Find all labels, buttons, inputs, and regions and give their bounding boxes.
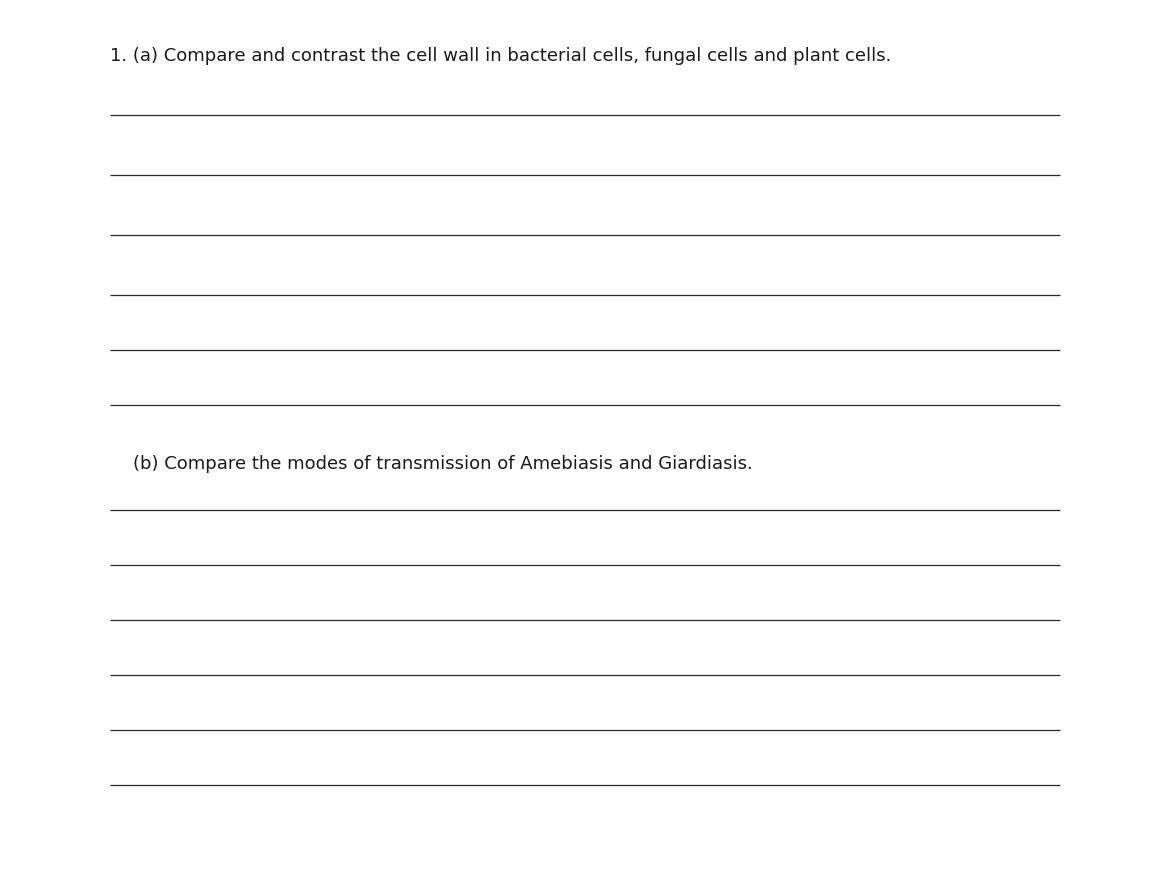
- Text: (b) Compare the modes of transmission of Amebiasis and Giardiasis.: (b) Compare the modes of transmission of…: [110, 455, 752, 473]
- Text: 1. (a) Compare and contrast the cell wall in bacterial cells, fungal cells and p: 1. (a) Compare and contrast the cell wal…: [110, 47, 892, 65]
